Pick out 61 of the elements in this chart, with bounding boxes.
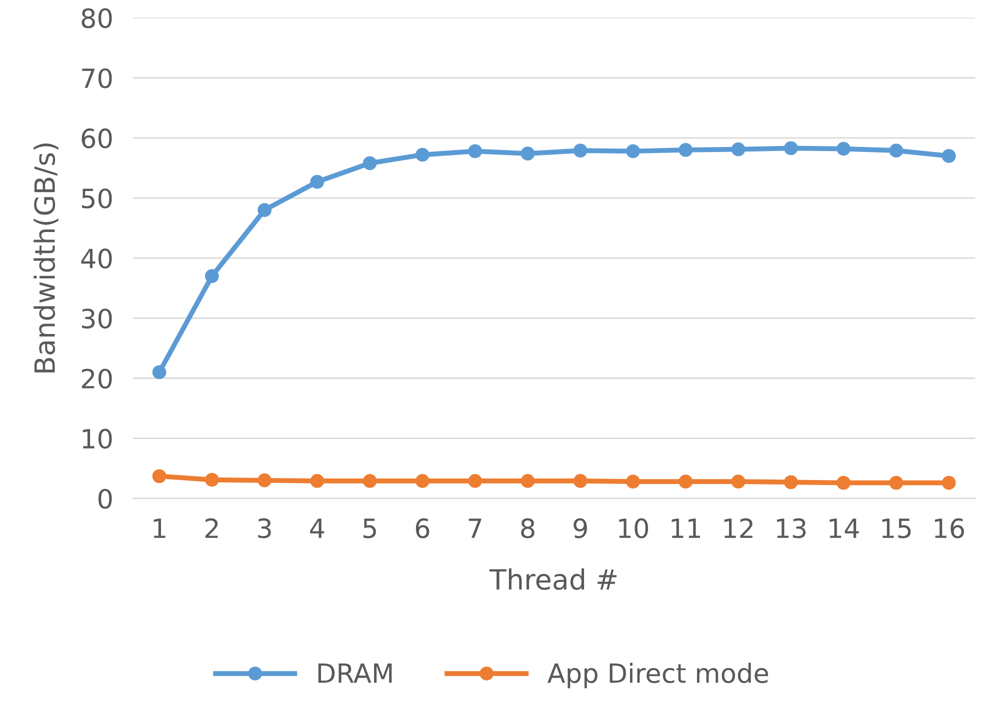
- point: [310, 474, 324, 488]
- x-tick-label: 14: [830, 518, 859, 538]
- x-tick-label: 7: [468, 518, 482, 538]
- point: [416, 474, 430, 488]
- x-axis-title: Thread #: [489, 568, 617, 590]
- point: [942, 476, 956, 490]
- y-tick-label: 20: [82, 368, 112, 389]
- legend-label: DRAM: [318, 664, 392, 683]
- x-tick-label: 15: [882, 518, 911, 538]
- point: [678, 474, 693, 489]
- x-tick-label: 10: [619, 518, 648, 538]
- point: [573, 474, 588, 488]
- point: [731, 474, 746, 489]
- point: [362, 156, 377, 170]
- x-tick-label: 16: [934, 518, 964, 538]
- point: [152, 469, 166, 484]
- x-tick-label: 9: [574, 518, 587, 538]
- point: [942, 149, 956, 163]
- point: [258, 203, 272, 217]
- point: [204, 269, 219, 284]
- point: [573, 144, 588, 158]
- y-axis-title: Bandwidth(GB/s): [34, 144, 58, 372]
- x-tick-label: 1: [154, 518, 166, 538]
- y-tick-label: 60: [82, 128, 112, 148]
- point: [416, 148, 430, 162]
- y-tick-label: 70: [82, 68, 112, 88]
- point: [204, 472, 219, 487]
- point: [836, 142, 851, 156]
- x-tick-label: 3: [258, 518, 271, 538]
- legend-label: App Direct mode: [548, 662, 768, 688]
- point: [520, 146, 535, 161]
- y-tick-label: 0: [98, 488, 112, 509]
- x-tick-label: 8: [521, 518, 534, 538]
- y-tick-label: 30: [82, 308, 112, 329]
- point: [889, 144, 904, 158]
- y-tick-label: 80: [82, 8, 112, 28]
- x-tick-label: 4: [310, 518, 324, 538]
- point: [678, 143, 693, 157]
- point: [784, 141, 798, 156]
- x-tick-label: 11: [672, 518, 700, 538]
- y-tick-label: 10: [82, 428, 112, 449]
- point: [731, 142, 746, 156]
- x-tick-label: 5: [363, 518, 376, 538]
- point: [310, 174, 324, 189]
- x-tick-label: 12: [724, 518, 752, 538]
- x-tick-label: 13: [777, 518, 806, 538]
- x-tick-label: 2: [205, 518, 218, 538]
- point: [468, 144, 482, 158]
- point: [626, 474, 640, 489]
- y-tick-label: 40: [81, 248, 112, 268]
- point: [520, 474, 535, 488]
- point: [889, 476, 904, 490]
- point: [362, 474, 377, 488]
- y-tick-label: 50: [82, 188, 112, 208]
- point: [836, 476, 851, 490]
- point: [784, 475, 798, 490]
- x-tick-label: 6: [416, 518, 430, 538]
- point: [468, 474, 482, 488]
- point: [152, 365, 166, 380]
- point: [626, 144, 640, 158]
- point: [258, 473, 272, 488]
